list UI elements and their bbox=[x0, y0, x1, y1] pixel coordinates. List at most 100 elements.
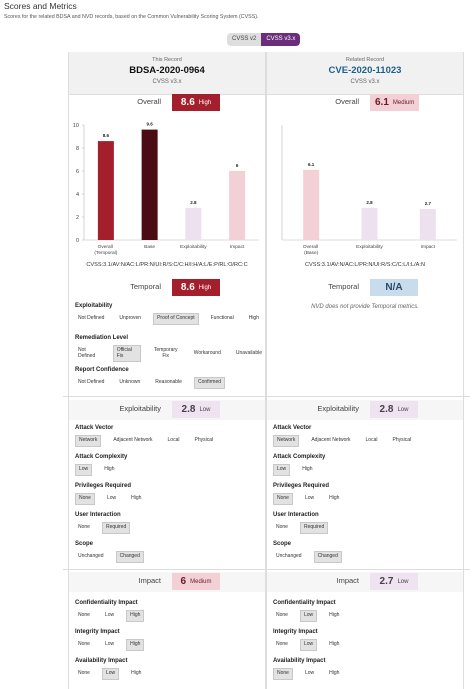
value-label: 6 bbox=[236, 163, 239, 168]
y-tick-label: 0 bbox=[76, 238, 79, 244]
metric-option[interactable]: Unchanged bbox=[78, 553, 104, 559]
metric-options: Network Adjacent Network Local Physical bbox=[75, 435, 216, 447]
metric-option[interactable]: Not Defined bbox=[78, 347, 96, 359]
value-label: 2.8 bbox=[190, 200, 197, 205]
metric-name: Confidentiality Impact bbox=[75, 600, 138, 606]
metric-option[interactable]: High bbox=[329, 670, 340, 676]
metric-name: Attack Vector bbox=[273, 425, 312, 431]
bar bbox=[303, 169, 320, 240]
metric-option[interactable]: Temporary Fix bbox=[153, 347, 178, 359]
metric-option[interactable]: High bbox=[104, 466, 115, 472]
metric-options: None Low High bbox=[273, 639, 342, 651]
metric-option[interactable]: High bbox=[329, 495, 340, 501]
y-tick-label: 8 bbox=[76, 146, 79, 152]
metric-options: None Low High bbox=[75, 493, 144, 505]
score-value: 6 bbox=[180, 576, 187, 587]
metric-option[interactable]: Confirmed bbox=[193, 377, 226, 389]
metric-option[interactable]: High bbox=[329, 612, 340, 618]
metric-option[interactable]: Low bbox=[299, 639, 318, 651]
metric-option[interactable]: High bbox=[126, 610, 145, 622]
metric-option[interactable]: Physical bbox=[194, 437, 214, 443]
score-value: 2.7 bbox=[379, 576, 394, 587]
metric-option[interactable]: Low bbox=[273, 464, 291, 476]
metric-option[interactable]: None bbox=[273, 493, 293, 505]
metric-option[interactable]: High bbox=[302, 466, 313, 472]
metric-name: Scope bbox=[75, 541, 94, 547]
metric-options: None Low High bbox=[75, 668, 144, 680]
metric-name: Exploitability bbox=[75, 303, 113, 309]
metric-name: Availability Impact bbox=[273, 658, 326, 664]
score-badge: 8.6 High bbox=[172, 94, 220, 111]
metric-option[interactable]: Functional bbox=[210, 315, 234, 321]
metric-option[interactable]: Workaround bbox=[193, 349, 221, 356]
metric-option[interactable]: Low bbox=[299, 610, 318, 622]
score-badge: N/A bbox=[370, 279, 418, 296]
metric-options: Not Defined Unknown Reasonable Confirmed bbox=[75, 377, 226, 389]
metric-option[interactable]: Low bbox=[101, 668, 120, 680]
metric-option[interactable]: High bbox=[131, 495, 142, 501]
metric-option[interactable]: Unknown bbox=[119, 379, 141, 385]
metric-option[interactable]: Low bbox=[304, 670, 315, 676]
x-tick-label: Impact bbox=[230, 244, 245, 250]
metric-option[interactable]: None bbox=[273, 668, 293, 680]
metric-option[interactable]: Network bbox=[75, 435, 102, 447]
score-badge: 6.1 Medium bbox=[370, 94, 420, 111]
metric-option[interactable]: Not Defined bbox=[78, 315, 105, 321]
metric-option[interactable]: Required bbox=[299, 522, 329, 534]
metric-option[interactable]: High bbox=[131, 670, 142, 676]
metric-option[interactable]: Low bbox=[104, 612, 115, 618]
score-label: Impact bbox=[336, 576, 359, 585]
metric-option[interactable]: Unavailable bbox=[235, 349, 262, 356]
x-tick-label: Impact bbox=[421, 244, 436, 250]
metric-option[interactable]: Low bbox=[304, 495, 315, 501]
metric-options: None Low High bbox=[273, 610, 342, 622]
metric-option[interactable]: High bbox=[329, 641, 340, 647]
score-label: Exploitability bbox=[119, 404, 161, 413]
metric-name: Privileges Required bbox=[75, 483, 132, 489]
x-tick-label: Base bbox=[144, 244, 155, 250]
score-row: Impact 2.7 Low bbox=[267, 572, 463, 592]
metric-option[interactable]: Low bbox=[104, 641, 115, 647]
severity: Medium bbox=[190, 578, 212, 585]
metric-option[interactable]: Local bbox=[167, 437, 180, 443]
metric-option[interactable]: Adjacent Network bbox=[113, 437, 153, 443]
metric-option[interactable]: None bbox=[75, 493, 95, 505]
metric-option[interactable]: Low bbox=[106, 495, 117, 501]
metric-option[interactable]: Unproven bbox=[119, 315, 142, 321]
metric-option[interactable]: Low bbox=[75, 464, 93, 476]
score-row: Temporal 8.6 High bbox=[69, 278, 265, 298]
metric-option[interactable]: Adjacent Network bbox=[311, 437, 351, 443]
toggle-option[interactable]: CVSS v3.x bbox=[261, 33, 301, 46]
metric-option[interactable]: None bbox=[78, 524, 90, 530]
metric-option[interactable]: Not Defined bbox=[78, 379, 105, 385]
metric-option[interactable]: None bbox=[276, 524, 288, 530]
record-header: Related Record CVE-2020-11023 CVSS v3.x bbox=[267, 52, 463, 95]
metric-name: Availability Impact bbox=[75, 658, 128, 664]
metric-option[interactable]: None bbox=[276, 612, 288, 618]
metric-option[interactable]: Local bbox=[365, 437, 378, 443]
metric-option[interactable]: Changed bbox=[115, 551, 144, 563]
metric-option[interactable]: None bbox=[276, 641, 288, 647]
metric-option[interactable]: Unchanged bbox=[276, 553, 302, 559]
metric-option[interactable]: None bbox=[78, 641, 90, 647]
score-label: Temporal bbox=[130, 282, 161, 291]
score-badge: 2.7 Low bbox=[370, 573, 418, 590]
metric-name: Attack Complexity bbox=[75, 454, 128, 460]
metric-option[interactable]: Reasonable bbox=[155, 379, 182, 385]
metric-option[interactable]: Network bbox=[273, 435, 300, 447]
metric-option[interactable]: Changed bbox=[313, 551, 342, 563]
metric-option[interactable]: None bbox=[78, 612, 90, 618]
metric-option[interactable]: Official Fix bbox=[112, 345, 141, 362]
metric-option[interactable]: High bbox=[126, 639, 145, 651]
score-row: Overall 6.1 Medium bbox=[267, 93, 463, 113]
score-value: 8.6 bbox=[180, 282, 195, 293]
severity: Low bbox=[397, 578, 409, 585]
metric-option[interactable]: Physical bbox=[392, 437, 412, 443]
metric-option[interactable]: Required bbox=[101, 522, 131, 534]
metric-option[interactable]: High bbox=[248, 315, 259, 321]
metric-option[interactable]: Proof of Concept bbox=[153, 313, 199, 325]
record-id[interactable]: CVE-2020-11023 bbox=[328, 65, 402, 76]
metric-option[interactable]: None bbox=[78, 670, 90, 676]
toggle-option[interactable]: CVSS v2 bbox=[227, 33, 262, 46]
